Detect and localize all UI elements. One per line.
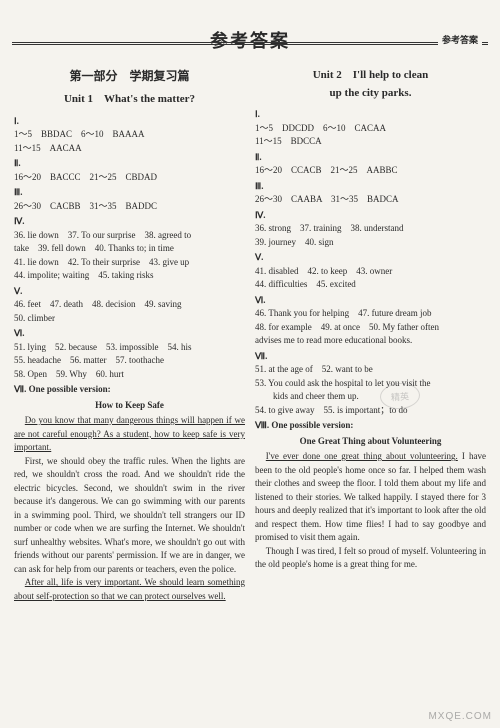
essay-para: Though I was tired, I felt so proud of m… bbox=[255, 545, 486, 572]
unit-title-line: Unit 2 I'll help to clean bbox=[313, 69, 429, 81]
answer-line: 41. disabled 42. to keep 43. owner bbox=[255, 265, 486, 279]
section-label: Ⅲ. bbox=[255, 180, 486, 194]
answer-line: 44. difficulties 45. excited bbox=[255, 278, 486, 292]
section-label: Ⅱ. bbox=[14, 157, 245, 171]
underlined-text: I've ever done one great thing about vol… bbox=[266, 451, 458, 461]
essay-para: Do you know that many dangerous things w… bbox=[14, 414, 245, 455]
essay-title: One Great Thing about Volunteering bbox=[255, 435, 486, 449]
header-rule bbox=[12, 42, 488, 45]
answer-line: kids and cheer them up. bbox=[255, 390, 486, 404]
answer-line: 54. to give away 55. is important；to do bbox=[255, 404, 486, 418]
answer-line: 46. Thank you for helping 47. future dre… bbox=[255, 307, 486, 321]
site-watermark: MXQE.COM bbox=[428, 709, 492, 724]
answer-line: 48. for example 49. at once 50. My fathe… bbox=[255, 321, 486, 335]
answer-line: 11～15 AACAA bbox=[14, 142, 245, 156]
answer-line: 51. lying 52. because 53. impossible 54.… bbox=[14, 341, 245, 355]
essay-para: After all, life is very important. We sh… bbox=[14, 576, 245, 603]
answer-line: take 39. fell down 40. Thanks to; in tim… bbox=[14, 242, 245, 256]
section-label: Ⅳ. bbox=[14, 215, 245, 229]
answer-line: 36. strong 37. training 38. understand bbox=[255, 222, 486, 236]
content-columns: 第一部分 学期复习篇 Unit 1 What's the matter? Ⅰ. … bbox=[0, 67, 500, 603]
section-label: Ⅴ. bbox=[14, 285, 245, 299]
answer-line: 36. lie down 37. To our surprise 38. agr… bbox=[14, 229, 245, 243]
unit-title: Unit 1 What's the matter? bbox=[14, 91, 245, 109]
unit-title: Unit 2 I'll help to clean up the city pa… bbox=[255, 67, 486, 102]
section-label: Ⅲ. bbox=[14, 186, 245, 200]
part-title: 第一部分 学期复习篇 bbox=[14, 67, 245, 85]
section-label: Ⅴ. bbox=[255, 251, 486, 265]
essay-para: First, we should obey the traffic rules.… bbox=[14, 455, 245, 577]
answer-line: 51. at the age of 52. want to be bbox=[255, 363, 486, 377]
underlined-text: Do you know that many dangerous things w… bbox=[14, 415, 245, 452]
section-label: Ⅶ. bbox=[255, 350, 486, 364]
answer-line: 53. You could ask the hospital to let yo… bbox=[255, 377, 486, 391]
answer-line: 26～30 CAABA 31～35 BADCA bbox=[255, 193, 486, 207]
answer-line: 26～30 CACBB 31～35 BADDC bbox=[14, 200, 245, 214]
answer-line: 50. climber bbox=[14, 312, 245, 326]
answer-line: 41. lie down 42. To their surprise 43. g… bbox=[14, 256, 245, 270]
answer-line: 39. journey 40. sign bbox=[255, 236, 486, 250]
answer-line: 44. impolite; waiting 45. taking risks bbox=[14, 269, 245, 283]
section-label: Ⅶ. One possible version: bbox=[14, 383, 245, 397]
answer-line: advises me to read more educational book… bbox=[255, 334, 486, 348]
essay-text: I have been to the old people's home onc… bbox=[255, 451, 486, 542]
right-column: Unit 2 I'll help to clean up the city pa… bbox=[255, 67, 486, 603]
answer-line: 1～5 BBDAC 6～10 BAAAA bbox=[14, 128, 245, 142]
section-label: Ⅵ. bbox=[255, 294, 486, 308]
section-label: Ⅵ. bbox=[14, 327, 245, 341]
underlined-text: After all, life is very important. We sh… bbox=[14, 577, 245, 601]
answer-line: 55. headache 56. matter 57. toothache bbox=[14, 354, 245, 368]
answer-line: 16～20 CCACB 21～25 AABBC bbox=[255, 164, 486, 178]
section-label: Ⅷ. One possible version: bbox=[255, 419, 486, 433]
unit-title-line: up the city parks. bbox=[330, 87, 412, 99]
answer-line: 1～5 DDCDD 6～10 CACAA bbox=[255, 122, 486, 136]
essay-para: I've ever done one great thing about vol… bbox=[255, 450, 486, 545]
header-label: 参考答案 bbox=[438, 34, 482, 48]
section-label: Ⅰ. bbox=[14, 115, 245, 129]
left-column: 第一部分 学期复习篇 Unit 1 What's the matter? Ⅰ. … bbox=[14, 67, 245, 603]
section-label: Ⅱ. bbox=[255, 151, 486, 165]
section-label: Ⅰ. bbox=[255, 108, 486, 122]
essay-title: How to Keep Safe bbox=[14, 399, 245, 413]
answer-line: 16～20 BACCC 21～25 CBDAD bbox=[14, 171, 245, 185]
answer-line: 58. Open 59. Why 60. hurt bbox=[14, 368, 245, 382]
section-label: Ⅳ. bbox=[255, 209, 486, 223]
answer-line: 11～15 BDCCA bbox=[255, 135, 486, 149]
answer-line: 46. feet 47. death 48. decision 49. savi… bbox=[14, 298, 245, 312]
